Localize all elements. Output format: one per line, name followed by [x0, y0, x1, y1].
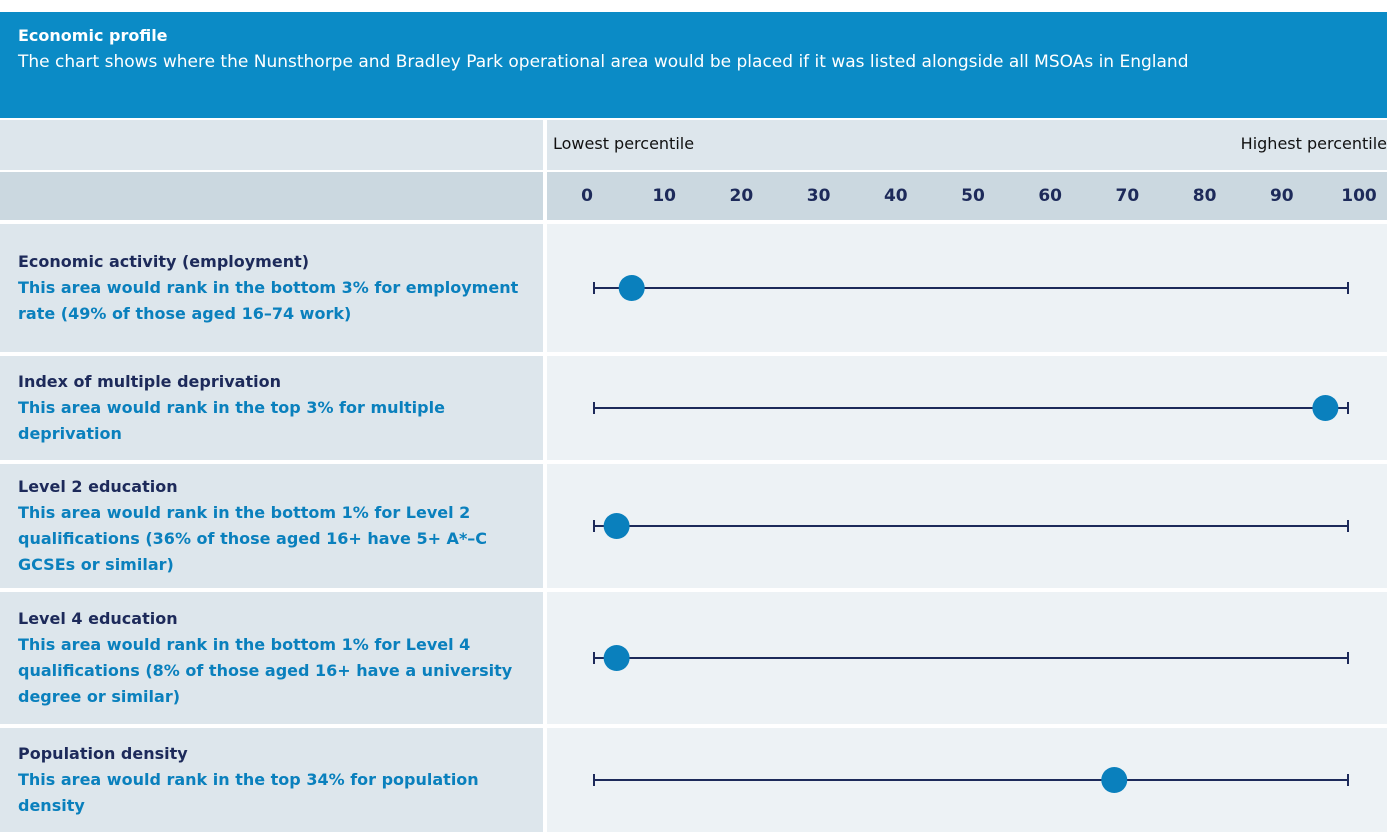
plot-cell — [547, 224, 1387, 352]
row-description: This area would rank in the top 3% for m… — [18, 398, 445, 443]
x-tick-label: 40 — [883, 186, 908, 206]
row-name: Index of multiple deprivation — [18, 372, 281, 391]
row-label: Level 4 education This area would rank in… — [0, 592, 543, 724]
row-label: Economic activity (employment) This area … — [0, 224, 543, 352]
x-tick-label: 20 — [729, 186, 754, 206]
row-label: Level 2 education This area would rank in… — [0, 464, 543, 588]
row-description: This area would rank in the bottom 3% fo… — [18, 278, 519, 323]
row-name: Level 2 education — [18, 477, 178, 496]
cell — [547, 120, 1387, 170]
row-description: This area would rank in the bottom 1% fo… — [18, 635, 513, 706]
row-label: Population density This area would rank i… — [0, 728, 543, 832]
x-tick-label: 80 — [1192, 186, 1217, 206]
cell — [0, 172, 543, 220]
row-label: Index of multiple deprivation This area w… — [0, 356, 543, 460]
row-name: Economic activity (employment) — [18, 252, 310, 271]
plot-cell — [547, 728, 1387, 832]
x-tick-label: 10 — [652, 186, 677, 206]
chart-title: Economic profile — [18, 26, 168, 45]
x-tick-label: 30 — [806, 186, 831, 206]
cell — [547, 172, 1387, 220]
row-description: This area would rank in the bottom 1% fo… — [18, 503, 488, 574]
cell — [0, 120, 543, 170]
x-tick-label: 70 — [1115, 186, 1140, 206]
x-tick-label: 60 — [1038, 186, 1063, 206]
plot-cell — [547, 464, 1387, 588]
axis-high-label: Highest percentile — [1240, 134, 1387, 153]
plot-cell — [547, 592, 1387, 724]
x-tick-label: 50 — [961, 186, 985, 206]
plot-cell — [547, 356, 1387, 460]
x-tick-label: 100 — [1341, 186, 1377, 206]
x-tick-label: 90 — [1269, 186, 1294, 206]
row-description: This area would rank in the top 34% for … — [18, 770, 479, 815]
axis-low-label: Lowest percentile — [553, 134, 695, 153]
chart-subtitle: The chart shows where the Nunsthorpe and… — [18, 52, 1189, 72]
x-tick-label: 0 — [581, 186, 593, 206]
row-name: Level 4 education — [18, 609, 178, 628]
row-name: Population density — [18, 744, 188, 763]
header: Economic profile The chart shows where t… — [0, 12, 1387, 118]
